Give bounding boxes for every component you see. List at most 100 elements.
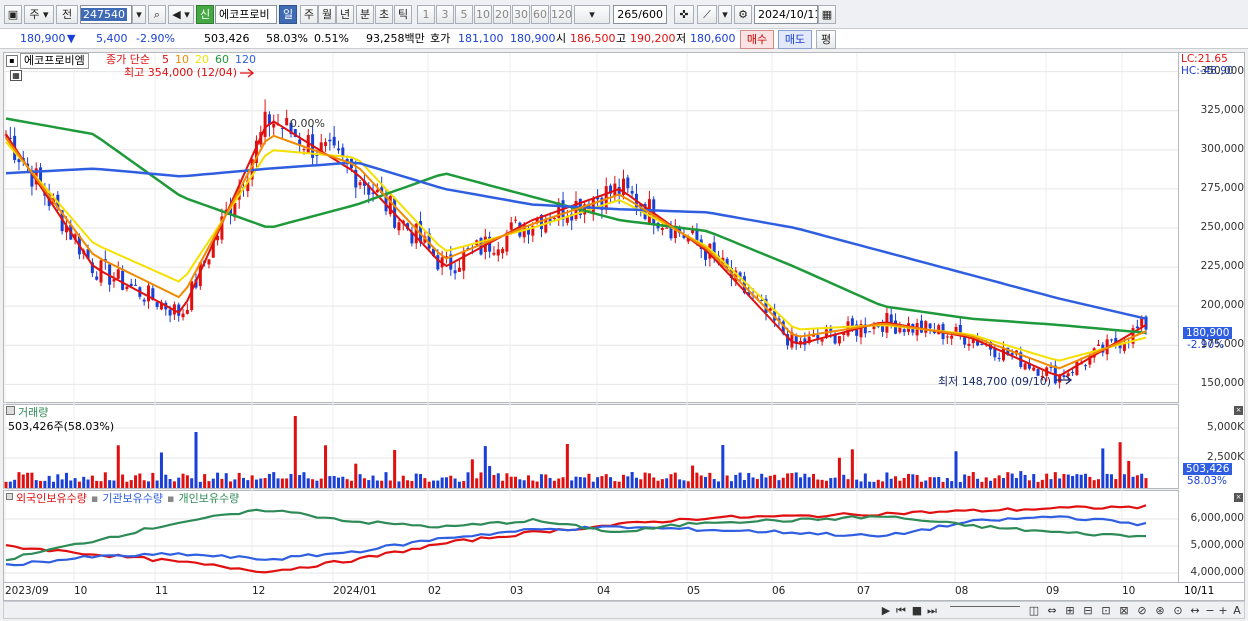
volume-bar xyxy=(30,472,34,488)
x-axis-label: 09 xyxy=(1046,585,1060,597)
panel-settings-icon[interactable]: ▪ xyxy=(6,55,18,67)
tool-e-icon[interactable]: ⊘ xyxy=(1137,604,1147,617)
volume-bar xyxy=(47,475,51,488)
double-arrow-icon[interactable]: ↔ xyxy=(1190,604,1200,617)
stock-code-input[interactable]: 247540 xyxy=(80,5,132,24)
calendar-icon[interactable]: ▦ xyxy=(818,5,836,24)
interval-button-30[interactable]: 30 xyxy=(512,5,530,24)
font-size-icon[interactable]: A xyxy=(1233,604,1241,617)
candle-body xyxy=(216,235,220,241)
volume-bar xyxy=(634,477,638,488)
candle-body xyxy=(427,233,431,249)
volume-close-icon[interactable]: × xyxy=(1234,406,1243,415)
candle-body xyxy=(712,242,716,255)
interval-button-120[interactable]: 120 xyxy=(550,5,572,24)
speaker-icon[interactable]: ◀ ▾ xyxy=(168,5,194,24)
period-select[interactable]: 주 ▾ xyxy=(24,5,54,24)
period-tab-6[interactable]: 틱 xyxy=(394,5,412,24)
period-tab-2[interactable]: 월 xyxy=(318,5,336,24)
tool-f-icon[interactable]: ⊛ xyxy=(1155,604,1165,617)
volume-bar xyxy=(1114,479,1118,488)
scroll-next-icon[interactable]: ▶ xyxy=(881,604,891,617)
tool-d-icon[interactable]: ⊠ xyxy=(1119,604,1129,617)
tool-a-icon[interactable]: ⊞ xyxy=(1065,604,1075,617)
period-tab-3[interactable]: 년 xyxy=(336,5,354,24)
ma-legend-120[interactable]: 120 xyxy=(235,53,256,66)
zoom-slider[interactable] xyxy=(950,606,1020,614)
volume-bar xyxy=(695,472,699,488)
interval-button-5[interactable]: 5 xyxy=(455,5,473,24)
holding-panel-icon[interactable] xyxy=(6,493,13,500)
scroll-end-icon[interactable]: ⏭ xyxy=(927,604,937,617)
date-field[interactable]: 2024/10/11 xyxy=(754,5,818,24)
x-axis-label: 03 xyxy=(510,585,524,597)
code-dropdown-icon[interactable]: ▾ xyxy=(132,5,146,24)
holding-legend-1[interactable]: 기관보유수량 xyxy=(102,492,164,505)
pan-icon[interactable]: ⇔ xyxy=(1047,604,1057,617)
prev-button[interactable]: 전 xyxy=(56,5,78,24)
quote-change-rate: -2.90% xyxy=(136,32,175,45)
holding-legend-2[interactable]: 개인보유수량 xyxy=(178,492,240,505)
interval-button-1[interactable]: 1 xyxy=(417,5,435,24)
volume-bar xyxy=(1027,480,1031,488)
volume-panel[interactable] xyxy=(3,404,1179,489)
layout-icon[interactable]: ▣ xyxy=(4,5,22,24)
volume-bar xyxy=(276,478,280,488)
volume-bar xyxy=(1006,472,1010,488)
bottom-control-bar xyxy=(3,601,1245,619)
holding-legend-0[interactable]: 외국인보유수량 xyxy=(16,492,87,505)
candle-body xyxy=(17,159,21,163)
scroll-back-icon[interactable]: ⏮ xyxy=(896,604,906,617)
stop-icon[interactable]: ■ xyxy=(911,604,923,617)
period-tab-1[interactable]: 주 xyxy=(300,5,318,24)
draw-tool-dropdown-icon[interactable]: ▾ xyxy=(718,5,732,24)
zoom-icon[interactable]: ◫ xyxy=(1028,604,1040,617)
candle-body xyxy=(829,326,833,332)
period-tab-4[interactable]: 분 xyxy=(356,5,374,24)
crosshair-icon[interactable]: ✜ xyxy=(674,5,694,24)
ma-legend-5[interactable]: 5 xyxy=(162,53,169,66)
ma-legend-10[interactable]: 10 xyxy=(175,53,189,66)
new-stock-badge[interactable]: 신 xyxy=(196,5,214,24)
buy-button[interactable]: 매수 xyxy=(740,30,774,49)
period-tab-5[interactable]: 초 xyxy=(375,5,393,24)
volume-bar xyxy=(285,478,289,488)
draw-tool-icon[interactable]: ⟋ xyxy=(697,5,717,24)
ma-legend-60[interactable]: 60 xyxy=(215,53,229,66)
tool-c-icon[interactable]: ⊡ xyxy=(1101,604,1111,617)
tool-b-icon[interactable]: ⊟ xyxy=(1083,604,1093,617)
eval-button[interactable]: 평 xyxy=(816,30,836,49)
ma-legend-20[interactable]: 20 xyxy=(195,53,209,66)
volume-bar xyxy=(82,476,86,488)
interval-button-20[interactable]: 20 xyxy=(493,5,511,24)
period-select-label: 주 xyxy=(29,8,40,21)
table-icon[interactable]: ▦ xyxy=(10,70,22,81)
candle-body xyxy=(146,285,151,302)
quote-low-label: 저 xyxy=(676,32,687,45)
volume-bar xyxy=(643,472,647,488)
interval-button-60[interactable]: 60 xyxy=(531,5,549,24)
sell-button[interactable]: 매도 xyxy=(778,30,812,49)
period-tab-0[interactable]: 일 xyxy=(279,5,297,24)
volume-bar xyxy=(164,474,168,488)
ma-line-10 xyxy=(5,134,1147,370)
interval-button-3[interactable]: 3 xyxy=(436,5,454,24)
stock-name-field[interactable]: 에코프로비 xyxy=(215,5,277,24)
interval-button-10[interactable]: 10 xyxy=(474,5,492,24)
zoom-out-icon[interactable]: − xyxy=(1205,604,1215,617)
settings-gear-icon[interactable]: ⚙ xyxy=(734,5,752,24)
volume-bar xyxy=(919,481,923,488)
volume-bar xyxy=(168,478,172,488)
search-icon[interactable]: ⌕ xyxy=(148,5,166,24)
x-axis-label: 12 xyxy=(252,585,266,597)
volume-panel-icon[interactable] xyxy=(6,406,15,415)
tool-g-icon[interactable]: ⊙ xyxy=(1173,604,1183,617)
candle-body xyxy=(881,325,885,332)
zoom-in-icon[interactable]: + xyxy=(1218,604,1228,617)
holding-panel[interactable] xyxy=(3,490,1179,583)
holding-close-icon[interactable]: × xyxy=(1234,493,1243,502)
count-field[interactable]: 265/600 xyxy=(613,5,667,24)
volume-bar xyxy=(1049,479,1053,488)
interval-custom-select[interactable]: ▾ xyxy=(574,5,610,24)
volume-y-tick: 5,000K xyxy=(1207,421,1244,433)
